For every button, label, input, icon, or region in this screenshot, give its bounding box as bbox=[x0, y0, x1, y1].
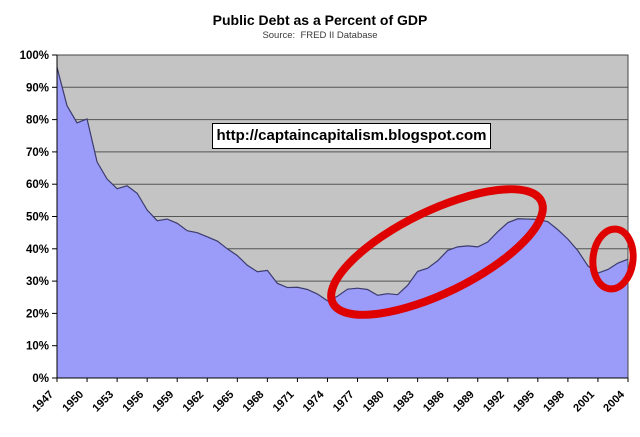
y-axis-tick-label: 40% bbox=[26, 244, 49, 256]
red-circle-annotation bbox=[589, 225, 637, 293]
x-axis-tick-label: 1977 bbox=[331, 389, 357, 415]
y-axis-tick-label: 70% bbox=[26, 147, 49, 159]
x-axis-tick-label: 1965 bbox=[211, 389, 237, 415]
x-axis-tick-label: 1962 bbox=[181, 389, 207, 415]
x-axis-tick-label: 2004 bbox=[601, 388, 627, 414]
x-axis-tick-label: 1950 bbox=[60, 389, 86, 415]
y-axis-tick-label: 50% bbox=[26, 212, 49, 224]
x-axis-tick-label: 1956 bbox=[120, 389, 146, 415]
x-axis-tick-label: 1959 bbox=[151, 389, 177, 415]
x-axis-tick-label: 1974 bbox=[301, 388, 327, 414]
chart-subtitle: Source: FRED II Database bbox=[262, 30, 378, 41]
y-axis-tick-label: 30% bbox=[26, 276, 49, 288]
x-axis-tick-label: 2001 bbox=[571, 389, 597, 415]
x-axis-tick-label: 1998 bbox=[541, 389, 567, 415]
x-axis-tick-label: 1947 bbox=[30, 389, 56, 415]
y-axis-tick-label: 20% bbox=[26, 308, 49, 320]
chart-title: Public Debt as a Percent of GDP bbox=[212, 12, 428, 28]
watermark-url: http://captaincapitalism.blogspot.com bbox=[212, 123, 491, 149]
y-axis-tick-label: 60% bbox=[26, 179, 49, 191]
y-axis-tick-label: 80% bbox=[26, 115, 49, 127]
x-axis-tick-label: 1989 bbox=[451, 389, 477, 415]
y-axis-tick-label: 10% bbox=[26, 341, 49, 353]
debt-series-line bbox=[56, 67, 629, 302]
y-axis-tick-label: 90% bbox=[26, 82, 49, 94]
y-axis-tick-label: 0% bbox=[32, 373, 49, 385]
red-circle-annotation bbox=[327, 185, 547, 319]
x-axis-tick-label: 1971 bbox=[271, 389, 297, 415]
x-axis-tick-label: 1992 bbox=[481, 389, 507, 415]
x-axis-tick-label: 1986 bbox=[421, 389, 447, 415]
x-axis-tick-label: 1983 bbox=[391, 389, 417, 415]
debt-area-series bbox=[57, 67, 628, 379]
x-axis-tick-label: 1980 bbox=[361, 389, 387, 415]
x-axis-tick-label: 1995 bbox=[511, 389, 537, 415]
x-axis-tick-label: 1968 bbox=[241, 389, 267, 415]
x-axis-tick-label: 1953 bbox=[90, 389, 116, 415]
y-axis-tick-label: 100% bbox=[20, 50, 49, 62]
